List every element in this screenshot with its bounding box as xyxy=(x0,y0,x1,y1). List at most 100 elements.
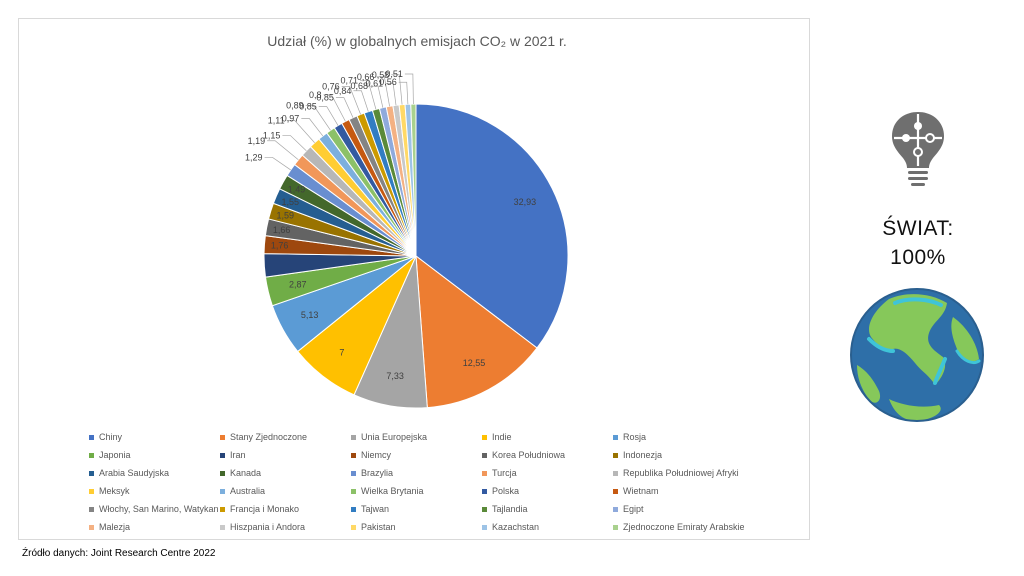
leader-line xyxy=(391,74,403,105)
legend-label: Niemcy xyxy=(361,450,392,460)
legend-swatch xyxy=(220,524,225,530)
slice-value-label: 1,15 xyxy=(263,131,281,141)
leader-line xyxy=(398,81,409,105)
legend-entry: Arabia Saudyjska xyxy=(89,464,220,482)
legend-entry: Brazylia xyxy=(351,464,482,482)
leader-line xyxy=(385,83,397,106)
leader-line xyxy=(376,76,390,107)
globe-icon xyxy=(850,288,984,422)
legend-label: Wietnam xyxy=(623,486,659,496)
leader-line xyxy=(305,105,331,131)
legend-swatch xyxy=(482,524,487,530)
slice-value-label: 1,76 xyxy=(271,241,289,251)
legend-label: Japonia xyxy=(99,450,131,460)
legend-swatch xyxy=(482,470,487,476)
pie-slice xyxy=(415,254,538,409)
legend-entry: Włochy, San Marino, Watykan xyxy=(89,500,220,518)
leader-line xyxy=(323,94,346,122)
legend-label: Rosja xyxy=(623,432,647,442)
world-label: ŚWIAT: xyxy=(882,217,954,240)
legend-entry: Republika Południowej Afryki xyxy=(613,464,744,482)
leader-line xyxy=(335,97,354,118)
legend-entry: Malezja xyxy=(89,518,220,536)
legend-entry: Stany Zjednoczone xyxy=(220,428,351,446)
slice-value-label: 7,33 xyxy=(386,371,404,381)
legend-swatch xyxy=(613,506,618,512)
legend-entry: Turcja xyxy=(482,464,613,482)
leader-line xyxy=(341,86,361,115)
legend-label: Hiszpania i Andora xyxy=(230,522,306,532)
legend-entry: Indonezja xyxy=(613,446,744,464)
leader-line xyxy=(360,80,377,110)
legend-label: Turcja xyxy=(492,468,517,478)
legend-swatch xyxy=(89,506,94,512)
legend-swatch xyxy=(482,488,487,494)
leader-line xyxy=(353,90,369,112)
slice-value-label: 1,59 xyxy=(277,211,295,221)
slice-value-label: 7 xyxy=(339,347,344,357)
legend-label: Stany Zjednoczone xyxy=(230,432,308,442)
legend-entry: Korea Południowa xyxy=(482,446,613,464)
legend-label: Korea Południowa xyxy=(492,450,566,460)
legend-label: Włochy, San Marino, Watykan xyxy=(99,504,219,514)
legend-label: Polska xyxy=(492,486,520,496)
legend-entry: Zjednoczone Emiraty Arabskie xyxy=(613,518,744,536)
slice-value-label: 0,58 xyxy=(372,70,390,80)
legend-swatch xyxy=(89,524,94,530)
legend-label: Indie xyxy=(492,432,512,442)
leader-line xyxy=(370,85,384,108)
chart-frame: Udział (%) w globalnych emisjach CO₂ w 2… xyxy=(18,18,810,540)
legend-entry: Wietnam xyxy=(613,482,744,500)
legend-entry: Unia Europejska xyxy=(351,428,482,446)
leader-line xyxy=(264,157,291,171)
legend-entry: Wielka Brytania xyxy=(351,482,482,500)
legend-entry: Tajlandia xyxy=(482,500,613,518)
legend-entry: Pakistan xyxy=(351,518,482,536)
legend-label: Brazylia xyxy=(361,468,394,478)
legend-swatch xyxy=(482,434,487,440)
legend-entry: Chiny xyxy=(89,428,220,446)
slice-value-label: 2,87 xyxy=(289,279,307,289)
legend-entry: Indie xyxy=(482,428,613,446)
legend-label: Malezja xyxy=(99,522,131,532)
legend-label: Francja i Monako xyxy=(230,504,300,514)
legend-swatch xyxy=(351,506,356,512)
slice-value-label: 1,49 xyxy=(288,184,306,194)
legend-swatch xyxy=(220,488,225,494)
legend-label: Kanada xyxy=(230,468,262,478)
legend-entry: Australia xyxy=(220,482,351,500)
legend-label: Tajlandia xyxy=(492,504,528,514)
legend-swatch xyxy=(89,470,94,476)
slice-value-label: 0,89 xyxy=(286,100,304,110)
slice-value-label: 0,66 xyxy=(357,72,375,82)
legend-entry: Tajwan xyxy=(351,500,482,518)
chart-legend: Chiny Stany Zjednoczone Unia Europejska Ind… xyxy=(89,428,789,536)
legend-swatch xyxy=(220,506,225,512)
legend-swatch xyxy=(220,434,225,440)
legend-entry: Meksyk xyxy=(89,482,220,500)
slice-value-label: 1,19 xyxy=(248,136,266,146)
legend-label: Arabia Saudyjska xyxy=(99,468,170,478)
slice-value-label: 32,93 xyxy=(514,197,537,207)
legend-entry: Polska xyxy=(482,482,613,500)
pie-slice xyxy=(415,103,569,349)
legend-swatch xyxy=(89,488,94,494)
legend-label: Pakistan xyxy=(361,522,396,532)
leader-line xyxy=(282,135,307,152)
leader-line xyxy=(404,73,414,105)
slice-value-label: 0,97 xyxy=(282,114,300,124)
legend-entry: Niemcy xyxy=(351,446,482,464)
leader-line xyxy=(286,120,315,143)
slice-value-label: 0,85 xyxy=(316,93,334,103)
legend-swatch xyxy=(351,488,356,494)
slice-value-label: 0,84 xyxy=(334,86,352,96)
legend-swatch xyxy=(613,488,618,494)
slice-value-label: 1,55 xyxy=(282,197,300,207)
legend-label: Kazachstan xyxy=(492,522,540,532)
legend-swatch xyxy=(351,524,356,530)
legend-entry: Egipt xyxy=(613,500,744,518)
legend-entry: Rosja xyxy=(613,428,744,446)
legend-swatch xyxy=(89,434,94,440)
slice-value-label: 1,66 xyxy=(273,225,291,235)
legend-swatch xyxy=(220,470,225,476)
